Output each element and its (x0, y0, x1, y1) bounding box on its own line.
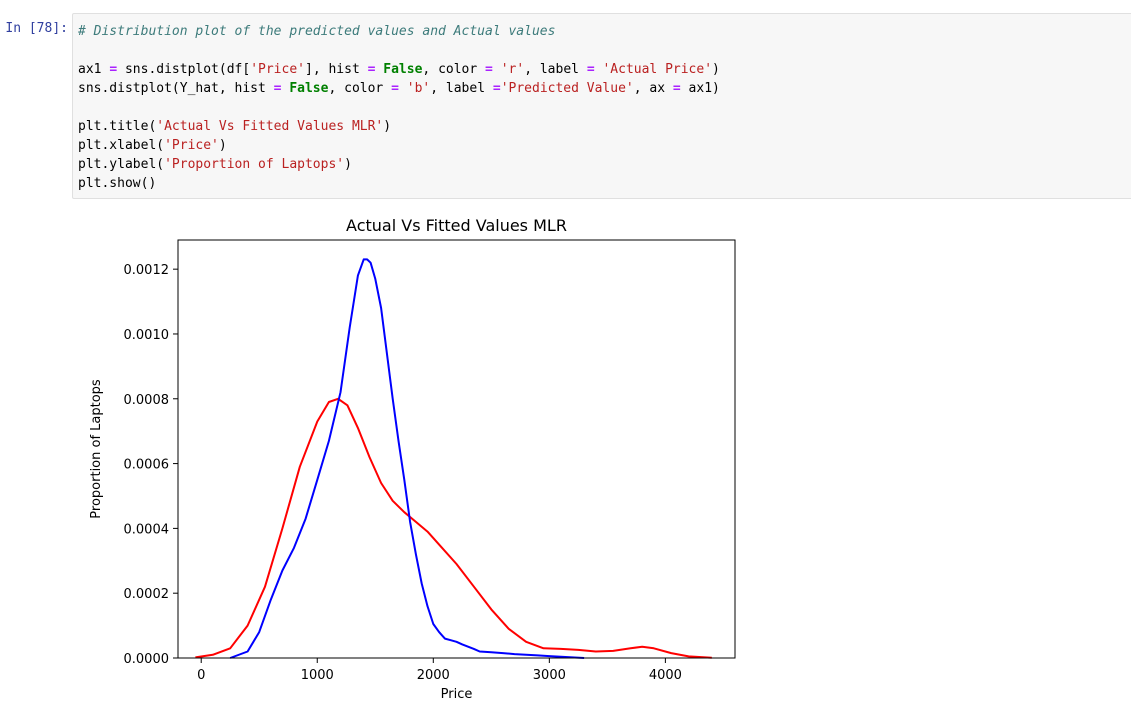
code-token: ], hist (305, 62, 368, 77)
y-tick-label: 0.0002 (124, 587, 170, 602)
code-line: plt.title('Actual Vs Fitted Values MLR') (78, 117, 720, 136)
code-token: ) (218, 138, 227, 153)
cell-prompt-label: In [78]: (5, 21, 68, 36)
axes-frame (177, 239, 736, 659)
code-token: # Distribution plot of the predicted val… (78, 24, 556, 39)
code-token: = (273, 81, 282, 96)
distribution-chart: Actual Vs Fitted Values MLR 0 1000 2000 3000… (89, 216, 736, 702)
code-token: = (391, 81, 399, 96)
y-tick-label: 0.0004 (124, 522, 170, 537)
code-token: ) (344, 157, 352, 172)
code-token: = (109, 62, 118, 77)
code-token: 'Price' (250, 62, 305, 77)
code-token (399, 81, 407, 96)
code-token: 'Actual Vs Fitted Values MLR' (156, 119, 384, 134)
y-tick-label: 0.0010 (124, 328, 170, 343)
x-tick-label: 4000 (649, 668, 682, 683)
code-token: ) (712, 62, 720, 77)
cell-prompt: In [78]: (0, 21, 72, 51)
code-token: plt.title( (78, 119, 157, 134)
code-token: = (586, 62, 595, 77)
code-token: plt.show() (78, 176, 157, 191)
code-token: 'Proportion of Laptops' (164, 157, 345, 172)
code-token: 'Price' (164, 138, 219, 153)
cell-output: Actual Vs Fitted Values MLR 0 1000 2000 3000… (72, 204, 772, 702)
code-line (78, 41, 720, 60)
code-token: ax1 (78, 62, 110, 77)
code-token: False (383, 62, 423, 77)
code-token: , color (422, 62, 486, 77)
code-line: ax1 = sns.distplot(df['Price'], hist = F… (78, 60, 720, 79)
code-token: sns.distplot(Y_hat, hist (78, 81, 274, 96)
x-tick-label: 2000 (417, 668, 450, 683)
code-editor[interactable]: # Distribution plot of the predicted val… (78, 22, 720, 193)
code-token: = (492, 81, 501, 96)
x-axis-label: Price (441, 687, 473, 700)
code-line (78, 98, 720, 117)
x-tick-label: 1000 (301, 668, 334, 683)
y-tick-label: 0.0012 (124, 263, 170, 278)
code-token: sns.distplot(df[ (117, 62, 251, 77)
chart-title: Actual Vs Fitted Values MLR (346, 216, 567, 235)
code-line: plt.show() (78, 174, 720, 193)
code-token: 'b' (406, 81, 431, 96)
code-token: plt.xlabel( (78, 138, 165, 153)
code-token: 'Actual Price' (602, 62, 713, 77)
code-token: , color (328, 81, 392, 96)
y-tick-label: 0.0000 (124, 652, 170, 667)
code-cell-input[interactable]: # Distribution plot of the predicted val… (72, 13, 1131, 199)
code-line: plt.ylabel('Proportion of Laptops') (78, 155, 720, 174)
code-line: plt.xlabel('Price') (78, 136, 720, 155)
series-line-1 (229, 258, 585, 659)
code-token: ax1) (680, 81, 720, 96)
y-tick-label: 0.0008 (124, 393, 170, 408)
code-token: , label (430, 81, 493, 96)
code-line: sns.distplot(Y_hat, hist = False, color … (78, 79, 720, 98)
code-token: 'r' (500, 62, 525, 77)
x-tick-label: 3000 (533, 668, 566, 683)
code-token: = (672, 81, 681, 96)
series-line-0 (195, 397, 712, 659)
code-token: = (367, 62, 376, 77)
code-token: , ax (633, 81, 673, 96)
code-token (493, 62, 501, 77)
y-tick-label: 0.0006 (124, 458, 170, 473)
code-token: 'Predicted Value' (500, 81, 634, 96)
code-line: # Distribution plot of the predicted val… (78, 22, 720, 41)
x-tick-label: 0 (197, 668, 205, 683)
code-token: , label (524, 62, 587, 77)
code-token: plt.ylabel( (78, 157, 165, 172)
y-axis-label: Proportion of Laptops (89, 379, 104, 519)
code-token: = (485, 62, 493, 77)
code-token: False (289, 81, 329, 96)
code-token: ) (383, 119, 392, 134)
